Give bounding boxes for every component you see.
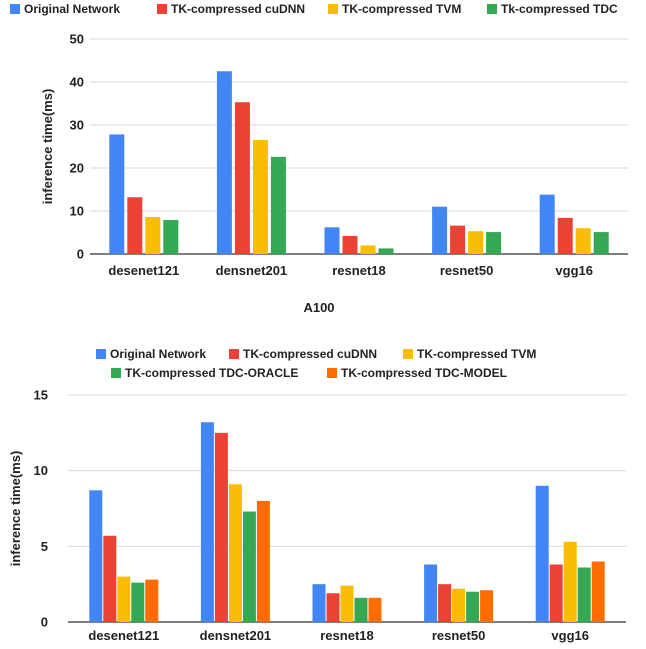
chart1-bar: [127, 197, 143, 254]
chart1-bar: [593, 232, 609, 254]
chart1-legend-swatch: [157, 4, 167, 14]
chart2-x-tick-label: resnet18: [320, 628, 373, 643]
chart2-legend-swatch: [96, 349, 106, 359]
chart2-legend-label: TK-compressed cuDNN: [243, 347, 377, 361]
chart2-bar: [591, 561, 605, 622]
chart1-bar: [234, 102, 250, 255]
chart1-bar: [539, 194, 555, 254]
chart2-bar: [326, 593, 340, 622]
chart2-x-tick-label: resnet50: [432, 628, 485, 643]
chart1-bar: [450, 225, 466, 254]
chart2-bar: [214, 432, 228, 622]
chart1-bar: [378, 248, 394, 254]
chart1-legend-label: Tk-compressed TDC: [501, 2, 618, 16]
chart1-legend-swatch: [487, 4, 497, 14]
chart1-y-axis-label: inference time(ms): [40, 89, 55, 205]
chart2-bar: [131, 582, 145, 622]
chart1-y-tick-label: 20: [70, 161, 84, 176]
chart1-bar: [575, 228, 591, 254]
chart1-legend-swatch: [10, 4, 20, 14]
chart2-y-tick-label: 15: [34, 388, 48, 403]
chart1-x-tick-label: vgg16: [555, 263, 593, 278]
chart1-bar: [557, 217, 573, 254]
chart2-bar: [89, 490, 103, 622]
chart1-bar: [324, 227, 340, 254]
chart1-y-tick-label: 40: [70, 75, 84, 90]
chart1-legend-label: Original Network: [24, 2, 120, 16]
chart1-y-tick-label: 10: [70, 204, 84, 219]
chart1-y-tick-label: 50: [70, 32, 84, 47]
chart2-x-tick-label: desenet121: [88, 628, 159, 643]
chart2-y-tick-label: 10: [34, 463, 48, 478]
chart2-bar: [563, 541, 577, 622]
chart2-bar: [312, 584, 326, 622]
chart2-legend-swatch: [327, 368, 337, 378]
chart1-x-tick-label: resnet50: [440, 263, 493, 278]
chart1-y-tick-label: 30: [70, 118, 84, 133]
chart1-bar: [109, 134, 125, 254]
chart1-bar: [360, 245, 376, 254]
chart2-y-axis-label: inference time(ms): [8, 451, 23, 567]
chart2-x-tick-label: vgg16: [551, 628, 589, 643]
chart1-bar: [163, 220, 179, 254]
chart1-legend-label: TK-compressed TVM: [342, 2, 461, 16]
chart2-bar: [340, 585, 354, 622]
chart2-bar: [228, 484, 242, 622]
chart2-bar: [480, 590, 494, 622]
chart1-x-axis-label: A100: [303, 300, 334, 315]
chart2-y-tick-label: 5: [41, 539, 48, 554]
chart2-bar: [117, 576, 131, 622]
chart1-bar: [432, 206, 448, 254]
chart1-x-tick-label: resnet18: [332, 263, 385, 278]
chart2-legend-swatch: [111, 368, 121, 378]
chart2-bar: [466, 591, 480, 622]
chart1-bar: [270, 156, 286, 254]
chart1-bar: [145, 217, 161, 254]
chart2-bar: [242, 511, 256, 622]
chart1-bar: [486, 232, 502, 254]
chart2-bar: [424, 564, 438, 622]
chart2-bar: [535, 485, 549, 622]
chart1-bar: [468, 231, 484, 254]
chart2-legend-label: TK-compressed TDC-MODEL: [341, 366, 507, 380]
chart1-y-tick-label: 0: [77, 247, 84, 262]
chart2-bar: [256, 500, 270, 622]
chart2-bar: [577, 567, 591, 622]
chart2-legend-swatch: [229, 349, 239, 359]
chart1-x-tick-label: densnet201: [216, 263, 288, 278]
chart1-x-tick-label: desenet121: [108, 263, 179, 278]
chart2-bar: [549, 564, 563, 622]
chart2-bar: [438, 584, 452, 622]
chart1-bar: [342, 235, 358, 254]
chart2-legend-swatch: [403, 349, 413, 359]
chart2-legend-label: TK-compressed TDC-ORACLE: [125, 366, 298, 380]
chart1-bar: [252, 140, 268, 254]
chart2-bar: [354, 597, 368, 622]
chart2-legend-label: Original Network: [110, 347, 206, 361]
chart1-bar: [216, 71, 232, 254]
chart2-bar: [200, 422, 214, 622]
chart2-bar: [145, 579, 159, 622]
chart2-bar: [368, 597, 382, 622]
chart2-bar: [452, 588, 466, 622]
chart2-legend-label: TK-compressed TVM: [417, 347, 536, 361]
chart1-legend-label: TK-compressed cuDNN: [171, 2, 305, 16]
chart2-y-tick-label: 0: [41, 615, 48, 630]
chart2-x-tick-label: densnet201: [200, 628, 272, 643]
chart1-legend-swatch: [328, 4, 338, 14]
chart2-bar: [103, 535, 117, 622]
